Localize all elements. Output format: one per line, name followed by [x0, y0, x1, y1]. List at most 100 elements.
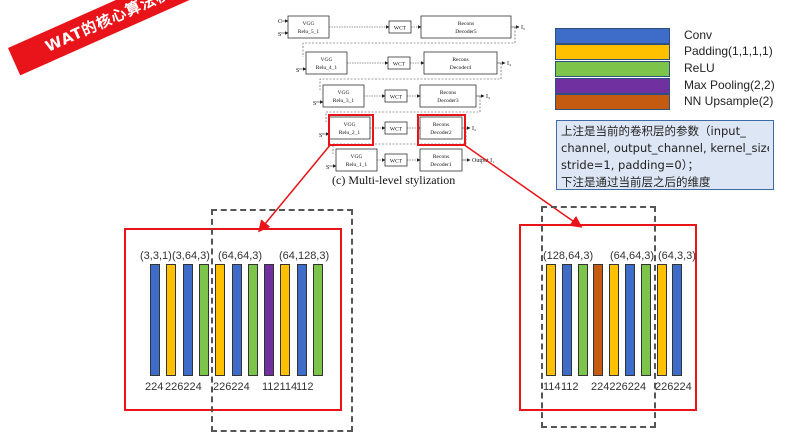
wct-label: WCT	[390, 159, 403, 165]
decoder-highlight	[417, 114, 466, 146]
encoder-param-label: (64,64,3)	[218, 250, 263, 262]
decoder-layer-label: Decoder5	[455, 29, 477, 35]
padding-layer-bar	[166, 264, 177, 376]
maxpool-swatch	[555, 78, 670, 94]
output-label: Output I₁	[472, 158, 494, 164]
conv-layer-bar	[672, 264, 683, 376]
note-box: 上注是当前的卷积层的参数（input_ channel, output_chan…	[556, 120, 774, 190]
vgg-label: VGG	[321, 57, 333, 63]
wct-label: WCT	[390, 95, 403, 101]
output-label: I₄	[507, 61, 511, 67]
decoder-layer-label: Decoder1	[430, 162, 452, 168]
diagram-caption: (c) Multi-level stylization	[332, 173, 456, 187]
decoder-label: Recons	[433, 154, 449, 160]
decoder-label: Recons	[452, 57, 468, 63]
decoder-dim-label: 226224	[655, 381, 692, 393]
relu-layer-bar	[577, 264, 588, 376]
decoder-param-label: (128,64,3)	[543, 250, 594, 262]
note-line-1: 上注是当前的卷积层的参数（input_	[561, 124, 746, 138]
relu-layer-bar	[247, 264, 258, 376]
note-line-3: stride=1, padding=0）；	[561, 158, 699, 172]
output-label: I₅	[521, 25, 525, 31]
style-input-label: S	[296, 68, 299, 74]
wct-label: WCT	[393, 62, 406, 68]
feedback-loop	[319, 63, 502, 90]
padding-layer-bar	[215, 264, 226, 376]
legend-label: Conv	[684, 28, 713, 42]
vgg-label: VGG	[351, 154, 363, 160]
output-label: I₂	[472, 126, 476, 132]
vgg-layer-label: Relu_1_1	[346, 162, 368, 168]
padding-layer-bar	[656, 264, 667, 376]
encoder-dim-label: 226224	[165, 381, 202, 393]
decoder-label: Recons	[458, 21, 474, 27]
decoder-dashed-region	[541, 206, 656, 428]
relu-layer-bar	[313, 264, 323, 376]
conv-layer-bar	[296, 264, 307, 376]
decoder-param-label: (64,3,3)	[658, 250, 696, 262]
content-input-label: C	[278, 19, 282, 25]
legend-label: ReLU	[684, 61, 715, 75]
wct-label: WCT	[390, 127, 403, 133]
conv-swatch	[555, 28, 670, 44]
encoder-dim-label: 112114	[262, 381, 298, 393]
legend-label: Padding(1,1,1,1)	[684, 44, 773, 58]
style-input-label: S	[313, 101, 316, 107]
conv-layer-bar	[561, 264, 572, 376]
encoder-panel	[124, 228, 342, 411]
padding-layer-bar	[280, 264, 291, 376]
encoder-param-label: (64,128,3)	[279, 250, 330, 262]
decoder-layer-label: Decoder4	[450, 65, 472, 71]
vgg-layer-label: Relu_3_1	[333, 98, 355, 104]
style-input-label: S	[326, 165, 329, 171]
encoder-param-label: (3,3,1)	[140, 250, 172, 262]
style-input-label: S	[319, 133, 322, 139]
padding-swatch	[555, 44, 670, 60]
decoder-layer-label: Decoder3	[437, 98, 459, 104]
padding-layer-bar	[546, 264, 556, 376]
maxpool-layer-bar	[264, 264, 275, 376]
conv-layer-bar	[182, 264, 193, 376]
encoder-arrow	[258, 143, 332, 233]
decoder-arrow	[462, 143, 583, 228]
wct-label: WCT	[394, 26, 407, 32]
relu-layer-bar	[198, 264, 209, 376]
encoder-dim-label: 226224	[213, 381, 250, 393]
decoder-dim-label: 112	[561, 381, 579, 393]
decoder-dim-label: 114	[543, 381, 561, 393]
padding-layer-bar	[609, 264, 620, 376]
conv-layer-bar	[231, 264, 242, 376]
vgg-label: VGG	[344, 122, 356, 128]
note-line-2: channel, output_channel, kernel_size,	[561, 141, 769, 155]
vgg-label: VGG	[303, 21, 315, 27]
upsample-layer-bar	[593, 264, 604, 376]
encoder-dim-label: 224	[145, 381, 164, 393]
decoder-label: Recons	[433, 122, 449, 128]
decoder-label: Recons	[440, 90, 456, 96]
decoder-dim-label: 224226224	[591, 381, 647, 393]
encoder-param-label: (3,64,3)	[172, 250, 210, 262]
legend-label: Max Pooling(2,2)	[684, 78, 775, 92]
relu-layer-bar	[640, 264, 651, 376]
vgg-layer-label: Relu_2_1	[339, 130, 361, 136]
legend-label: NN Upsample(2)	[684, 94, 774, 108]
upsample-swatch	[555, 94, 670, 110]
vgg-layer-label: Relu_5_1	[298, 29, 320, 35]
encoder-highlight	[328, 114, 374, 146]
decoder-layer-label: Decoder2	[430, 130, 452, 136]
vgg-layer-label: Relu_4_1	[316, 65, 338, 71]
vgg-label: VGG	[338, 90, 350, 96]
feedback-loop	[325, 96, 481, 122]
decoder-param-label: (64,64,3)	[610, 250, 655, 262]
relu-swatch	[555, 61, 670, 77]
encoder-dim-label: 112	[296, 381, 314, 393]
style-input-label: S	[278, 32, 281, 38]
conv-layer-bar	[625, 264, 635, 376]
output-label: I₃	[486, 94, 490, 100]
feedback-loop	[302, 27, 516, 57]
note-line-4: 下注是通过当前层之后的维度	[561, 175, 711, 189]
encoder-dashed-region	[211, 209, 353, 432]
decoder-panel	[519, 224, 697, 411]
conv-layer-bar	[150, 264, 160, 376]
